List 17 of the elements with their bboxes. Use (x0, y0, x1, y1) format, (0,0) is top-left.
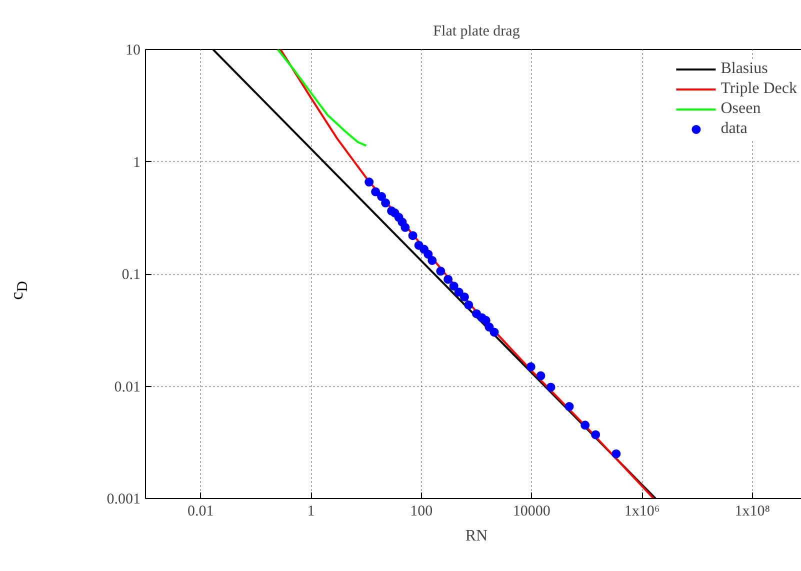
x-tick-label: 0.01 (188, 504, 214, 520)
y-tick-label: 0.001 (106, 492, 140, 508)
y-tick-label: 0.1 (122, 267, 140, 283)
chart-title: Flat plate drag (433, 24, 520, 40)
legend-label: Blasius (720, 60, 768, 78)
legend-label: Triple Deck (720, 80, 797, 98)
legend-label: Oseen (720, 100, 761, 118)
x-tick-label: 1x10⁶ (624, 504, 660, 520)
x-tick-label: 100 (410, 504, 433, 520)
x-tick-label: 1 (307, 504, 315, 520)
x-tick-label: 1x10⁸ (734, 504, 770, 520)
legend-label: data (720, 120, 748, 138)
y-tick-label: 10 (126, 42, 140, 58)
y-tick-label: 1 (133, 154, 140, 171)
y-tick-label: 0.01 (114, 379, 140, 396)
x-axis-title: RN (465, 528, 488, 544)
x-tick-label: 10000 (512, 504, 550, 520)
